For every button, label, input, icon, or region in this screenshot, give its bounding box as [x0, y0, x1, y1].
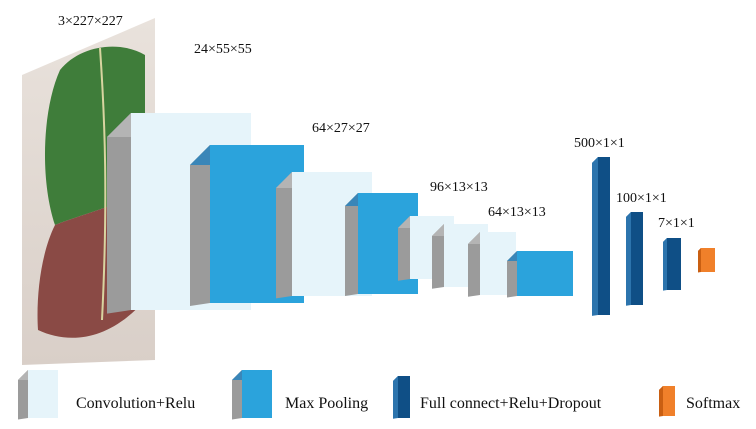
layers-group	[107, 113, 715, 316]
input-size-label: 3×227×227	[58, 14, 123, 29]
legend	[18, 370, 675, 420]
layer-fc1-side	[592, 157, 598, 316]
layer-fc1-front	[598, 157, 610, 315]
layer-pool2-side	[345, 193, 358, 296]
layer-legend-conv	[18, 370, 58, 420]
size-label-100x1x1: 100×1×1	[616, 191, 667, 206]
layer-legend-softmax-front	[663, 386, 675, 416]
legend-label-pool: Max Pooling	[285, 395, 368, 412]
layer-conv3-side	[398, 216, 410, 281]
layer-pool1-side	[190, 145, 210, 306]
layer-conv5-side	[468, 232, 480, 297]
size-label-7x1x1: 7×1×1	[658, 216, 695, 231]
size-label-96x13x13: 96×13×13	[430, 180, 488, 195]
layer-conv4-side	[432, 224, 444, 289]
layer-softmax	[698, 248, 715, 273]
layer-legend-softmax-side	[659, 386, 663, 417]
layer-legend-pool-front	[242, 370, 272, 418]
layer-pool3-front	[517, 251, 573, 296]
layer-legend-fc-side	[393, 376, 398, 419]
layer-conv1-side	[107, 113, 131, 314]
layer-legend-pool-side	[232, 370, 242, 420]
layer-fc2-side	[626, 212, 631, 306]
layer-fc1	[592, 157, 610, 316]
layer-legend-fc	[393, 376, 410, 419]
layer-legend-conv-side	[18, 370, 28, 420]
layer-conv2-side	[276, 172, 292, 299]
layer-legend-softmax	[659, 386, 675, 417]
legend-label-fc: Full connect+Relu+Dropout	[420, 395, 602, 412]
layer-pool3	[507, 251, 573, 298]
layer-legend-fc-front	[398, 376, 410, 418]
legend-label-conv: Convolution+Relu	[76, 395, 195, 412]
layer-softmax-side	[698, 248, 701, 273]
legend-label-softmax: Softmax	[686, 395, 740, 412]
layer-pool3-side	[507, 251, 517, 298]
size-label-64x13x13: 64×13×13	[488, 205, 546, 220]
size-label-64x27x27: 64×27×27	[312, 121, 370, 136]
layer-fc3-side	[663, 238, 667, 291]
size-label-500x1x1: 500×1×1	[574, 136, 625, 151]
layer-fc3	[663, 238, 681, 291]
layer-legend-conv-front	[28, 370, 58, 418]
layer-legend-pool	[232, 370, 272, 420]
layer-fc3-front	[667, 238, 681, 290]
size-label-24x55x55: 24×55×55	[194, 42, 252, 57]
layer-softmax-front	[701, 248, 715, 272]
layer-fc2	[626, 212, 643, 306]
layer-fc2-front	[631, 212, 643, 305]
leaf-midrib	[99, 47, 107, 321]
